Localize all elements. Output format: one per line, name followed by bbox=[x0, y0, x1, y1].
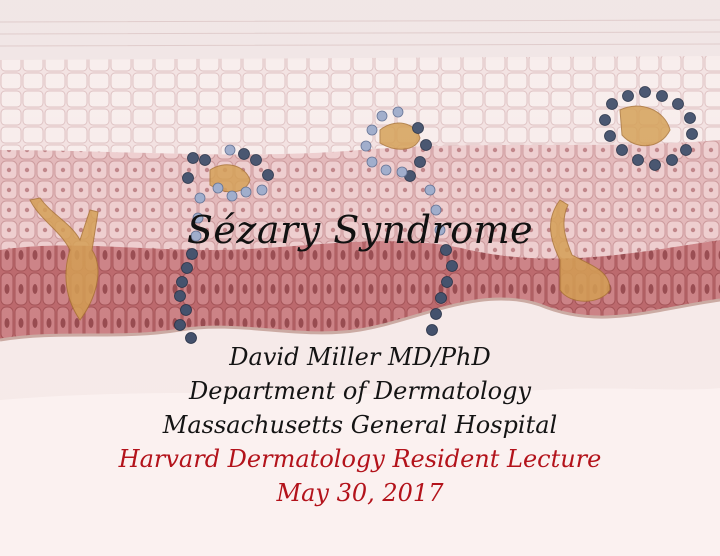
slide-title: Sézary Syndrome bbox=[186, 208, 534, 252]
hospital-name: Massachusetts General Hospital bbox=[162, 411, 558, 439]
event-name: Harvard Dermatology Resident Lecture bbox=[118, 445, 602, 473]
presenter-info: David Miller MD/PhD Department of Dermat… bbox=[0, 340, 720, 510]
department-name: Department of Dermatology bbox=[188, 377, 531, 405]
presentation-date: May 30, 2017 bbox=[276, 479, 444, 507]
presenter-name: David Miller MD/PhD bbox=[229, 343, 491, 371]
